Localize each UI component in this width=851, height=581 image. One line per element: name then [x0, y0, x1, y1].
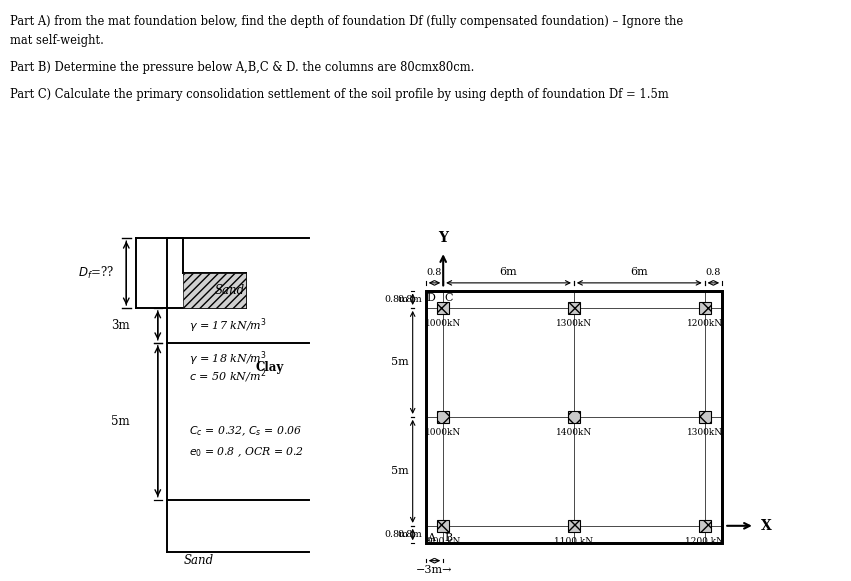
Text: 3m: 3m [111, 319, 129, 332]
Bar [426, 290, 722, 543]
Text: Part A) from the mat foundation below, find the depth of foundation Df (fully co: Part A) from the mat foundation below, f… [10, 15, 683, 27]
Bar [568, 520, 580, 532]
Text: 1200kN: 1200kN [687, 320, 722, 328]
Bar [699, 411, 711, 423]
Text: −3m→: −3m→ [416, 565, 453, 575]
Text: Part C) Calculate the primary consolidation settlement of the soil profile by us: Part C) Calculate the primary consolidat… [10, 88, 669, 101]
Text: 0.8m: 0.8m [397, 530, 422, 539]
Bar [699, 302, 711, 314]
Text: mat self-weight.: mat self-weight. [10, 34, 104, 46]
Text: 1300kN: 1300kN [687, 428, 722, 437]
Text: Sand: Sand [184, 554, 214, 567]
Text: 0.8: 0.8 [427, 268, 443, 278]
Text: 0.8m: 0.8m [397, 295, 422, 304]
Text: A: A [427, 533, 435, 543]
Text: 0.8m: 0.8m [385, 295, 408, 304]
Text: $D_f$=??: $D_f$=?? [77, 265, 114, 281]
Text: B: B [444, 533, 453, 543]
Text: 0.8m: 0.8m [385, 530, 408, 539]
Bar [426, 290, 722, 543]
Text: 5m: 5m [391, 357, 408, 367]
Text: 5m: 5m [111, 415, 129, 428]
Text: Sand: Sand [214, 284, 244, 297]
Bar [568, 411, 580, 423]
Text: $e_0$ = 0.8 , OCR = 0.2: $e_0$ = 0.8 , OCR = 0.2 [189, 446, 305, 460]
Text: Y: Y [438, 231, 448, 245]
Text: $c$ = 50 kN/m$^2$: $c$ = 50 kN/m$^2$ [189, 367, 266, 385]
Text: 1000kN: 1000kN [425, 428, 461, 437]
Text: $\gamma$ = 17 kN/m$^3$: $\gamma$ = 17 kN/m$^3$ [189, 316, 267, 335]
Bar [699, 520, 711, 532]
Text: C: C [444, 293, 453, 303]
Text: 6m: 6m [631, 267, 648, 278]
Text: 1400kN: 1400kN [556, 428, 592, 437]
Text: 0.8: 0.8 [705, 268, 721, 278]
Text: $\gamma$ = 18 kN/m$^3$: $\gamma$ = 18 kN/m$^3$ [189, 349, 267, 368]
Bar [437, 302, 449, 314]
Text: 1000kN: 1000kN [425, 320, 461, 328]
Text: 1200 kN: 1200 kN [685, 537, 724, 546]
Bar [437, 520, 449, 532]
Text: $C_c$ = 0.32, $C_s$ = 0.06: $C_c$ = 0.32, $C_s$ = 0.06 [189, 425, 302, 439]
Text: Clay: Clay [255, 361, 283, 374]
Bar [183, 273, 246, 308]
Text: 1100 kN: 1100 kN [554, 537, 593, 546]
Text: 900 kN: 900 kN [426, 537, 460, 546]
Text: 6m: 6m [500, 267, 517, 278]
Text: D: D [427, 293, 436, 303]
Bar [437, 411, 449, 423]
Text: 5m: 5m [391, 467, 408, 476]
Text: Part B) Determine the pressure below A,B,C & D. the columns are 80cmx80cm.: Part B) Determine the pressure below A,B… [10, 61, 475, 74]
Bar [568, 302, 580, 314]
Text: 1300kN: 1300kN [556, 320, 592, 328]
Text: X: X [762, 519, 772, 533]
